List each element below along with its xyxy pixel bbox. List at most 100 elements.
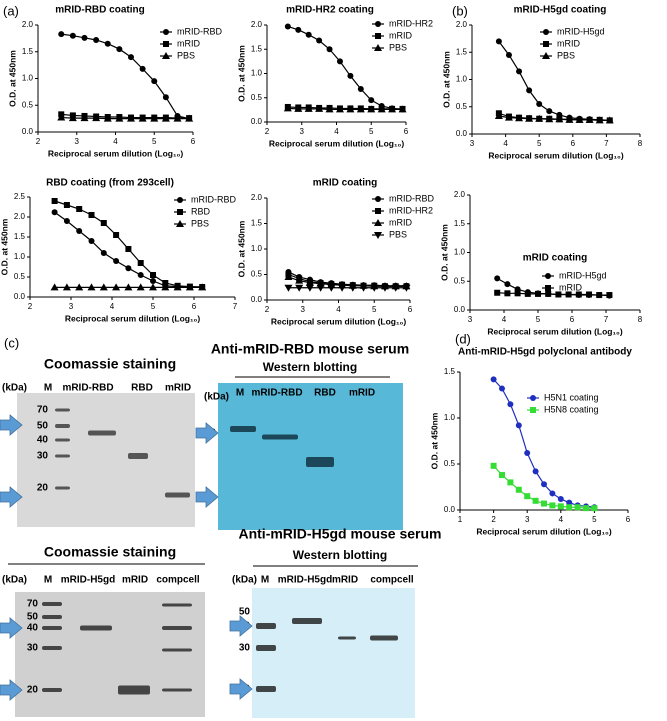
gel-band (256, 686, 276, 692)
gel-unit: (kDa) (232, 575, 257, 586)
arrow (229, 615, 253, 637)
marker (88, 212, 95, 218)
ladder-label: 20 (37, 483, 49, 494)
y-axis-label: O.D. at 450nm (236, 45, 246, 102)
gel-band (42, 626, 62, 630)
x-tick-label: 2 (265, 305, 270, 314)
marker (391, 284, 400, 292)
marker (124, 283, 133, 291)
marker (549, 490, 556, 497)
marker (346, 105, 355, 113)
marker (76, 228, 83, 234)
marker (162, 94, 169, 101)
legend-marker (545, 285, 551, 291)
gel-band (262, 434, 298, 440)
marker (104, 40, 111, 47)
marker (402, 284, 411, 292)
x-tick-label: 3 (468, 315, 473, 324)
x-tick-label: 4 (113, 137, 118, 146)
x-tick-label: 5 (151, 302, 156, 311)
marker (591, 505, 598, 512)
x-tick-label: 1 (458, 515, 463, 524)
marker (93, 36, 100, 43)
x-tick-label: 8 (638, 139, 643, 148)
lane-label: mRID (332, 575, 358, 586)
ladder-label: 30 (239, 643, 251, 654)
y-tick-label: 1.0 (251, 69, 263, 78)
marker (557, 495, 564, 502)
y-axis-label: O.D. at 450nm (429, 412, 439, 469)
lane-label: mRID-H5gd (278, 575, 332, 586)
y-tick-label: 1.0 (456, 75, 468, 84)
legend-marker (177, 197, 183, 203)
marker (504, 281, 511, 288)
marker (398, 105, 407, 113)
legend-marker (162, 52, 170, 59)
marker (69, 32, 76, 39)
legend-label: mRID-H5gd (557, 26, 605, 36)
legend-marker (375, 33, 381, 39)
marker (161, 114, 170, 122)
marker (80, 114, 89, 122)
x-tick-label: 3 (300, 127, 305, 136)
arrow (229, 678, 253, 700)
series-line (288, 273, 407, 287)
gel-band (256, 645, 276, 651)
gel-title: Coomassie staining (44, 544, 176, 560)
lane-label: compcell (370, 575, 414, 586)
x-tick-label: 7 (604, 139, 609, 148)
marker (532, 468, 539, 475)
marker (595, 116, 604, 124)
marker (545, 115, 554, 123)
series-line (288, 271, 407, 287)
gel-title: Coomassie staining (44, 356, 176, 372)
y-tick-label: 0.5 (22, 100, 34, 109)
marker (575, 291, 582, 298)
marker (368, 97, 375, 104)
marker (359, 284, 368, 292)
y-axis-label: O.D. at 450nm (236, 220, 246, 277)
gel-band (42, 646, 62, 650)
legend-label: mRID (389, 30, 412, 40)
marker (295, 26, 302, 33)
marker (136, 283, 145, 291)
gel-band (292, 618, 322, 624)
marker (566, 499, 573, 506)
marker (348, 284, 357, 292)
marker (113, 232, 120, 238)
gel-band (55, 454, 70, 458)
marker (138, 114, 147, 122)
marker (284, 23, 291, 30)
marker (515, 422, 522, 429)
gel-band (162, 603, 192, 607)
x-tick-label: 4 (334, 127, 339, 136)
marker (115, 114, 124, 122)
marker (284, 273, 293, 281)
marker (325, 105, 334, 113)
ladder-label: 30 (27, 643, 39, 654)
marker (62, 283, 71, 291)
marker (51, 209, 58, 216)
legend-marker (545, 273, 551, 279)
marker (139, 65, 146, 72)
marker (305, 278, 314, 286)
marker (557, 503, 564, 510)
ladder-label: 70 (27, 599, 39, 610)
legend-label: mRID-RBD (177, 26, 222, 36)
legend-label: mRID (177, 38, 200, 48)
gel-band (162, 688, 192, 692)
y-tick-label: 0.0 (14, 292, 26, 301)
gel-band (55, 424, 70, 428)
ladder-label: 40 (37, 435, 49, 446)
gel-subtitle: Western blotting (293, 548, 387, 562)
marker (515, 114, 524, 122)
legend-marker (163, 41, 169, 47)
legend-marker (176, 220, 184, 227)
marker (316, 284, 325, 292)
marker (565, 115, 574, 123)
marker (150, 272, 156, 278)
x-tick-label: 4 (502, 315, 507, 324)
marker (565, 291, 572, 298)
gel-title: Anti-mRID-RBD mouse serum (211, 341, 409, 357)
